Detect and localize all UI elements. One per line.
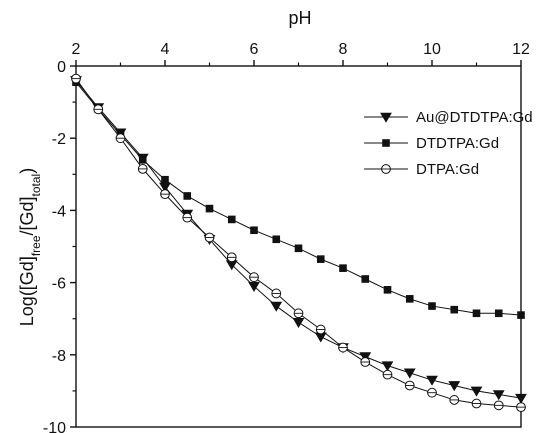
- data-point: [450, 305, 459, 314]
- y-tick-label: -6: [52, 276, 66, 293]
- data-point: [248, 281, 260, 292]
- legend-label: Au@DTDTPA:Gd: [416, 109, 533, 126]
- y-tick-label: -2: [52, 131, 66, 148]
- data-point: [426, 375, 438, 386]
- x-tick-label: 12: [512, 41, 530, 58]
- data-point: [183, 192, 192, 200]
- y-axis-title-prefix: Log([Gd]: [17, 256, 37, 326]
- legend-label: DTPA:Gd: [416, 161, 479, 178]
- data-point: [515, 393, 527, 404]
- y-axis-title-suffix: ): [17, 168, 37, 174]
- data-point: [403, 368, 416, 379]
- y-tick-label: -4: [52, 203, 66, 220]
- data-point: [250, 226, 258, 235]
- y-tick-label: -10: [43, 420, 66, 433]
- legend-marker: [382, 139, 390, 147]
- data-point: [294, 244, 303, 253]
- data-point: [517, 311, 525, 319]
- data-point: [492, 390, 505, 401]
- y-tick-label: 0: [57, 59, 66, 76]
- y-axis-title-sub-free: free: [29, 235, 43, 256]
- tick-labels: 2 4 6 8 10 12 0 -2 -4 -6 -8 -10: [43, 41, 530, 433]
- series-line: [75, 80, 522, 399]
- legend-marker: [380, 112, 392, 123]
- x-tick-label: 8: [339, 41, 348, 58]
- legend: Au@DTDTPA:Gd DTDTPA:Gd DTPA:Gd: [364, 109, 533, 178]
- series-line: [75, 78, 522, 408]
- x-tick-label: 4: [161, 41, 170, 58]
- y-axis-title-middle: /[Gd]: [17, 196, 37, 235]
- data-point: [272, 235, 281, 244]
- data-point: [138, 156, 147, 164]
- data-point: [472, 309, 481, 318]
- data-point: [428, 302, 436, 310]
- series-layer: [70, 73, 527, 413]
- data-point: [448, 381, 461, 392]
- series-circle-open: [71, 73, 526, 413]
- x-axis-title: pH: [288, 8, 311, 28]
- data-point: [339, 264, 347, 272]
- data-point: [405, 295, 414, 303]
- data-point: [470, 386, 483, 397]
- data-point: [381, 361, 394, 372]
- x-tick-label: 6: [250, 41, 259, 58]
- data-point: [383, 286, 392, 294]
- data-point: [161, 175, 169, 184]
- data-point: [205, 204, 214, 213]
- axes: [70, 60, 522, 428]
- x-tick-label: 10: [423, 41, 441, 58]
- x-tick-label: 2: [72, 41, 81, 58]
- data-point: [227, 215, 236, 224]
- data-point: [361, 275, 370, 283]
- data-point: [270, 301, 283, 312]
- data-point: [292, 318, 305, 329]
- y-axis-title: Log([Gd]free/[Gd]total): [17, 168, 43, 326]
- legend-label: DTDTPA:Gd: [416, 135, 499, 152]
- data-point: [494, 309, 503, 318]
- y-tick-label: -8: [52, 348, 66, 365]
- y-axis-title-sub-total: total: [29, 174, 43, 197]
- data-point: [316, 255, 325, 263]
